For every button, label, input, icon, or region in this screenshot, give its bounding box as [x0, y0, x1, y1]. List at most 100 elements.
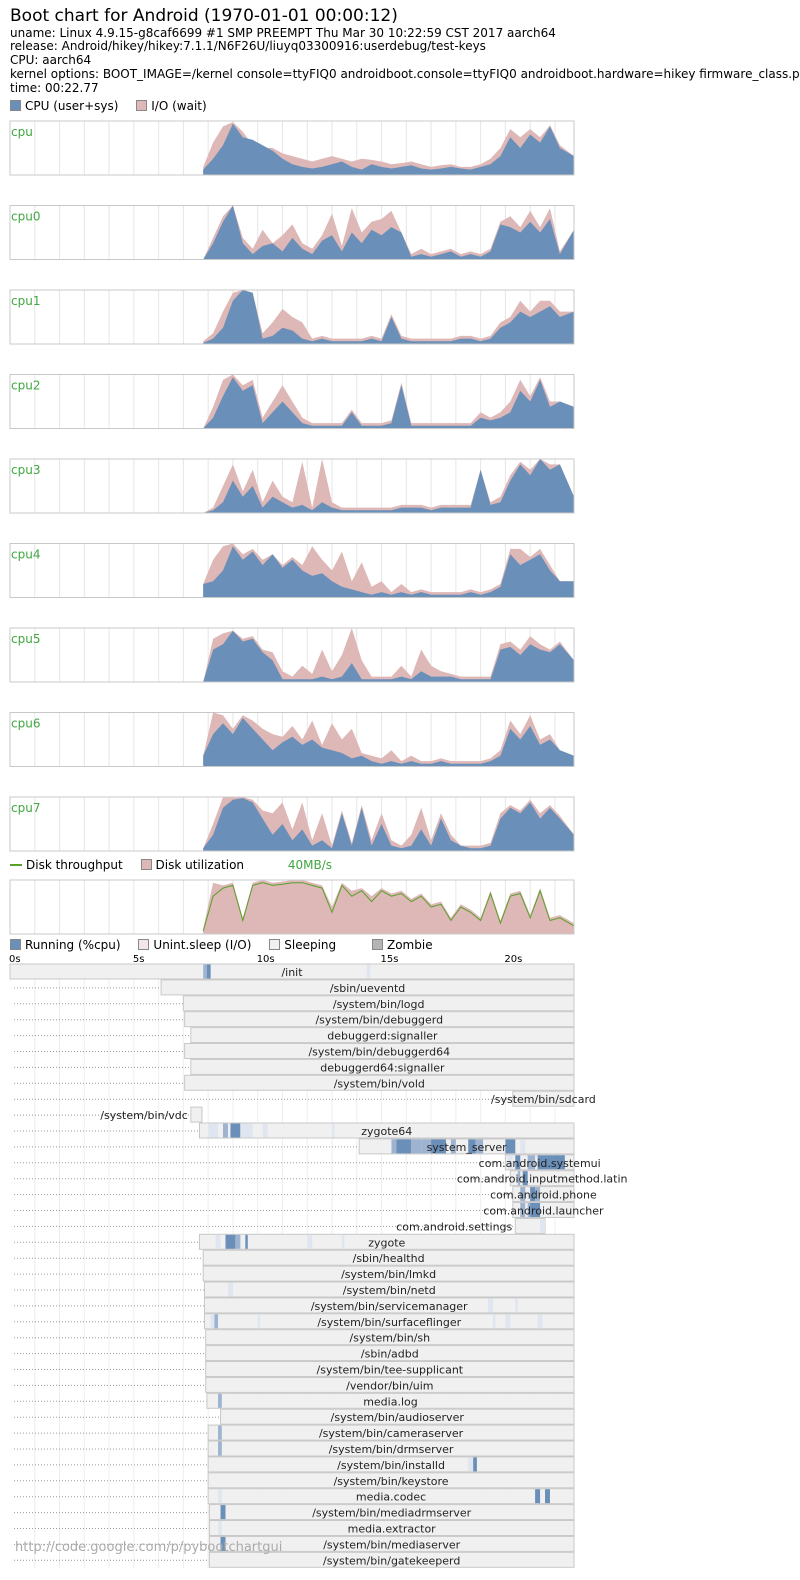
running-segment: [505, 1314, 511, 1329]
running-segment: [468, 1457, 474, 1472]
cpu-panel-label: cpu1: [11, 294, 40, 308]
running-segment: [431, 1139, 446, 1154]
process-row: /system/bin/sh: [14, 1329, 575, 1346]
process-bar: [205, 1376, 575, 1393]
running-segment: [537, 1314, 543, 1329]
cpu-panel-label: cpu: [11, 125, 33, 139]
sleeping-legend-swatch: [269, 939, 281, 950]
process-name: media.codec: [356, 1491, 426, 1504]
running-segment: [507, 1155, 513, 1170]
running-segment: [220, 1505, 226, 1520]
process-bar: [182, 995, 575, 1012]
process-row: debuggerd:signaller: [14, 1027, 575, 1044]
process-name: /sbin/healthd: [353, 1252, 425, 1265]
process-name: com.android.phone: [490, 1189, 597, 1202]
process-bar: [9, 963, 575, 980]
process-bar: [203, 1297, 575, 1314]
cpu-usage-area: [203, 205, 574, 260]
process-name: /system/bin/netd: [343, 1284, 436, 1297]
zombie-legend-swatch: [371, 939, 383, 950]
running-segment: [396, 1139, 412, 1154]
process-row: com.android.settings: [14, 1217, 546, 1234]
running-segment: [203, 964, 207, 979]
running-segment: [520, 1203, 526, 1217]
running-segment: [235, 1234, 241, 1249]
process-name: /system/bin/surfaceflinger: [317, 1316, 461, 1329]
process-name: /system/bin/installd: [337, 1459, 445, 1472]
process-row: media.codec: [14, 1488, 575, 1505]
process-bar: [514, 1217, 546, 1234]
running-segment: [218, 1425, 222, 1440]
process-row: /vendor/bin/uim: [14, 1376, 575, 1393]
process-row: zygote: [14, 1233, 575, 1250]
running-segment: [535, 1187, 541, 1202]
process-row: /system/bin/vold: [14, 1074, 575, 1091]
time-tick-label: 15s: [381, 954, 399, 965]
process-bar: [184, 1043, 575, 1059]
disk-throughput-swatch: [10, 864, 22, 866]
process-name: zygote64: [361, 1125, 412, 1138]
running-segment: [218, 1393, 222, 1408]
cpu-panel-cpu5: cpu5: [9, 627, 575, 683]
running-segment: [468, 1139, 476, 1154]
time-line: time: 00:22.77: [10, 81, 99, 95]
process-bar: [198, 1122, 575, 1139]
panel-border: [9, 374, 575, 429]
time-tick-label: 20s: [504, 954, 522, 965]
process-name: /system/bin/cameraserver: [319, 1427, 464, 1440]
process-row: system_server: [14, 1138, 575, 1155]
process-name: zygote: [368, 1236, 405, 1249]
running-segment: [545, 1489, 550, 1504]
process-name: /system/bin/tee-supplicant: [317, 1364, 464, 1377]
process-name: system_server: [427, 1141, 508, 1154]
unint-legend-swatch: [138, 939, 150, 950]
process-row: /system/bin/drmserver: [14, 1440, 575, 1457]
process-bar: [207, 1472, 575, 1489]
running-segment: [223, 1123, 228, 1138]
chart-title: Boot chart for Android (1970-01-01 00:00…: [10, 6, 398, 26]
running-segment: [341, 1234, 345, 1249]
running-segment: [517, 1171, 521, 1186]
process-bar: [190, 1106, 203, 1123]
process-name: /sbin/ueventd: [330, 982, 405, 995]
process-name: /system/bin/logd: [333, 998, 425, 1011]
process-row: /system/bin/debuggerd64: [14, 1043, 575, 1059]
running-segment: [210, 1314, 215, 1329]
time-tick-label: 5s: [133, 954, 145, 965]
running-segment: [240, 1123, 253, 1138]
process-name: /system/bin/debuggerd64: [308, 1046, 450, 1059]
cpu-panel-label: cpu6: [11, 717, 40, 731]
panel-border: [9, 627, 575, 683]
process-bar: [205, 1361, 575, 1377]
process-bar: [207, 1456, 575, 1473]
running-segment: [332, 1123, 335, 1138]
process-name: com.android.systemui: [479, 1157, 601, 1170]
disk-throughput-label: Disk throughput: [26, 858, 123, 872]
process-row: /sbin/healthd: [14, 1249, 575, 1266]
running-segment: [218, 1521, 222, 1535]
process-name: /system/bin/gatekeeperd: [323, 1554, 460, 1567]
process-name: /vendor/bin/uim: [346, 1379, 433, 1392]
process-name: debuggerd:signaller: [327, 1030, 438, 1043]
process-row: zygote64: [14, 1122, 575, 1139]
running-segment: [421, 1139, 432, 1154]
process-name: /system/bin/keystore: [334, 1475, 449, 1488]
kernel-options-line: kernel options: BOOT_IMAGE=/kernel conso…: [10, 67, 800, 81]
cpu-panel-label: cpu7: [11, 801, 40, 815]
cpu-panel-label: cpu3: [11, 463, 40, 477]
process-row: /system/bin/servicemanager: [14, 1297, 575, 1314]
cpu-panel-cpu7: cpu7: [9, 796, 575, 852]
running-segment: [530, 1203, 541, 1217]
process-bar: [198, 1233, 575, 1250]
panel-border: [9, 205, 575, 260]
cpu-usage-area: [203, 546, 574, 598]
cpu-panel-cpu3: cpu3: [9, 458, 575, 514]
process-name: /sbin/adbd: [361, 1348, 419, 1361]
running-segment: [450, 1139, 456, 1154]
running-segment: [520, 1139, 526, 1154]
io-legend-swatch: [136, 100, 148, 111]
unint-legend-label: Unint.sleep (I/O): [153, 938, 252, 952]
running-segment: [411, 1139, 422, 1154]
footer-link[interactable]: http://code.google.com/p/pybootchartgui: [15, 1540, 283, 1555]
